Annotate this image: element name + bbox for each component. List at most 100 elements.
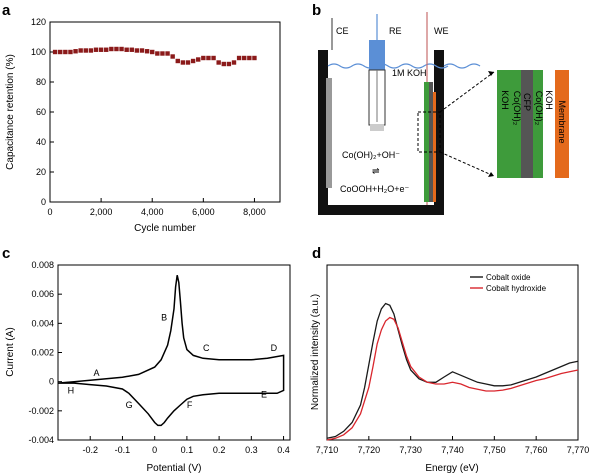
panel-label-a: a <box>2 2 11 19</box>
chart-a-ytick-label: 40 <box>36 137 46 147</box>
counter-electrode <box>326 78 332 188</box>
re-tip <box>370 124 384 131</box>
chart-c: -0.004 -0.002 0 0.002 0.004 0.006 0.008 -0.2 -0… <box>5 260 291 474</box>
chart-a-point <box>124 47 129 52</box>
we-label: WE <box>434 26 449 36</box>
chart-a-xtick-label: 8,000 <box>243 207 266 217</box>
chart-a-ytick-label: 20 <box>36 167 46 177</box>
electrolyte-surface-outer <box>443 63 481 69</box>
chart-a-point <box>63 49 68 55</box>
chart-c-ytick-label: 0.002 <box>31 348 54 358</box>
chart-a-point <box>134 48 140 53</box>
layer-label-membrane: Membrane <box>557 100 567 143</box>
chart-d: 7,710 7,720 7,730 7,740 7,750 7,760 7,770 Coba… <box>310 264 589 474</box>
chart-c-annotation: D <box>271 343 278 353</box>
chart-c-ytick-label: 0.006 <box>31 289 54 299</box>
chart-c-xlabel: Potential (V) <box>146 463 201 474</box>
chart-a-point <box>206 55 211 61</box>
chart-c-ytick-label: -0.004 <box>28 435 54 445</box>
zoom-line-bottom <box>439 151 495 177</box>
chart-a-ytick-label: 60 <box>36 107 46 117</box>
layer-label-koh-right: KOH <box>544 90 554 110</box>
chart-a-point <box>78 48 83 53</box>
layer-cfp <box>521 70 533 178</box>
chart-c-ytick-label: 0.008 <box>31 260 54 270</box>
zoom-arrow-bottom <box>488 172 494 177</box>
layer-label-cooh2-right: Co(OH)₂ <box>534 91 544 126</box>
reaction-reactants: Co(OH)₂+OH⁻ <box>342 150 400 160</box>
chart-a-ytick-label: 0 <box>41 197 46 207</box>
electrolyte-surface <box>327 63 449 69</box>
chart-a-point <box>104 47 109 52</box>
chart-a-xtick-label: 6,000 <box>192 207 215 217</box>
chart-a-point <box>73 49 78 54</box>
chart-c-cv-curve <box>57 275 285 427</box>
electrochemical-cell-schematic: 1M KOH CE RE WE Co(OH)₂+OH⁻ ⇌ CoOOH+H₂O+… <box>318 12 569 215</box>
panel-label-b: b <box>312 2 321 19</box>
chart-c-xtick-label: 0.3 <box>245 445 258 455</box>
chart-a-point <box>226 61 232 67</box>
cell-right-wall <box>434 50 444 215</box>
chart-c-annotation: F <box>187 400 193 410</box>
chart-d-xtick-label: 7,710 <box>316 445 339 455</box>
chart-a-point <box>185 60 191 65</box>
chart-a-point <box>175 58 180 64</box>
chart-a-ytick-label: 100 <box>31 47 46 57</box>
chart-d-series-line <box>326 302 579 439</box>
chart-c-xtick-label: -0.2 <box>82 445 98 455</box>
re-cap <box>369 40 385 70</box>
layer-cooh2-right <box>533 70 543 178</box>
reaction-products: CoOOH+H₂O+e⁻ <box>340 184 410 194</box>
chart-a-xlabel: Cycle number <box>134 223 196 234</box>
zoom-arrow-top <box>488 71 494 76</box>
chart-a-point <box>180 60 186 65</box>
reaction-arrow: ⇌ <box>372 166 380 176</box>
layer-cooh2-left <box>511 70 521 178</box>
chart-c-ytick-label: 0.004 <box>31 318 54 328</box>
chart-c-xtick-label: -0.1 <box>115 445 131 455</box>
chart-a-point <box>150 49 155 55</box>
chart-c-xtick-label: 0 <box>152 445 157 455</box>
chart-c-plot-frame <box>57 264 291 441</box>
layer-label-cfp: CFP <box>522 93 532 111</box>
chart-a-point <box>155 51 160 56</box>
chart-c-annotation: B <box>161 312 167 322</box>
layer-koh-left <box>497 70 511 178</box>
chart-c-annotation: E <box>261 390 267 400</box>
chart-c-ytick-label: 0 <box>49 377 54 387</box>
chart-a-point <box>52 49 58 55</box>
chart-a-point <box>170 54 175 59</box>
zoom-line-top <box>439 71 495 113</box>
chart-a-point <box>165 51 170 56</box>
chart-c-ytick-label: -0.002 <box>28 406 54 416</box>
chart-c-xtick-label: 0.2 <box>213 445 226 455</box>
chart-a-point <box>88 48 94 53</box>
layer-label-koh-left: KOH <box>500 90 510 110</box>
cell-bottom-wall <box>318 205 444 215</box>
electrolyte-label: 1M KOH <box>392 68 427 78</box>
chart-a-point <box>98 47 104 52</box>
chart-d-legend-label: Cobalt oxide <box>486 273 531 282</box>
chart-a-point <box>201 55 206 61</box>
chart-a-point <box>119 46 124 52</box>
layer-label-cooh2-left: Co(OH)₂ <box>512 91 522 126</box>
chart-d-legend-label: Cobalt hydroxide <box>486 284 547 293</box>
chart-a-point <box>139 48 145 53</box>
chart-a-point <box>231 60 237 65</box>
chart-d-ylabel: Normalized intensity (a.u.) <box>310 294 321 410</box>
chart-a-point <box>247 55 252 61</box>
chart-a-point <box>109 46 114 52</box>
chart-a-point <box>83 48 88 53</box>
chart-a-point <box>196 57 201 62</box>
chart-a-point <box>190 58 196 64</box>
chart-d-xtick-label: 7,740 <box>441 445 464 455</box>
chart-a: 0 20 40 60 80 100 120 0 2,000 4,000 6,000 8,000 Cy… <box>5 17 281 234</box>
chart-c-annotation: H <box>68 385 75 395</box>
chart-d-xlabel: Energy (eV) <box>425 463 478 474</box>
chart-a-ytick-label: 80 <box>36 77 46 87</box>
chart-a-point <box>211 55 216 61</box>
chart-d-xtick-label: 7,760 <box>525 445 548 455</box>
layer-membrane <box>555 70 569 178</box>
chart-a-point <box>68 49 73 55</box>
